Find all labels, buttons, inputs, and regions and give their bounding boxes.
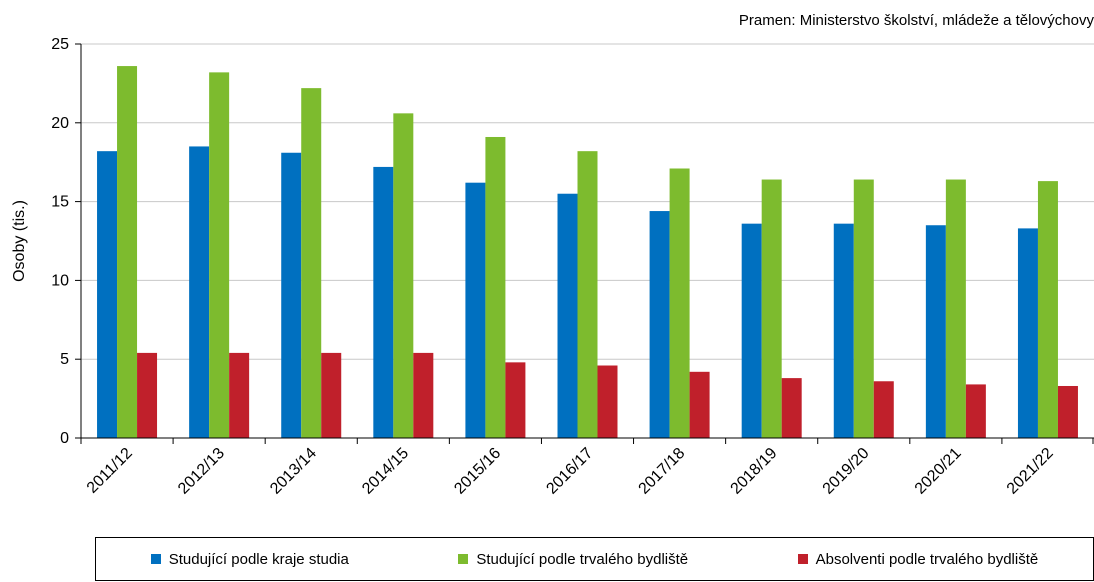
x-tick-label: 2015/16 <box>451 445 504 498</box>
bars <box>97 66 1078 439</box>
bar-series-1 <box>741 223 762 438</box>
source-note: Pramen: Ministerstvo školství, mládeže a… <box>738 12 1094 29</box>
bar-series-3 <box>781 378 802 438</box>
x-tick-label: 2020/21 <box>912 445 965 498</box>
bar-series-1 <box>649 211 670 438</box>
x-tick-label: 2013/14 <box>267 445 320 498</box>
legend-label-studujici-bydliste: Studující podle trvalého bydliště <box>476 550 689 568</box>
bar-series-2 <box>853 179 874 438</box>
bar-series-1 <box>97 151 118 438</box>
bar-series-2 <box>1037 181 1058 438</box>
bar-series-1 <box>833 223 854 438</box>
legend-label-kraj-studia: Studující podle kraje studia <box>168 550 349 568</box>
bar-series-2 <box>669 168 690 438</box>
legend: Studující podle kraje studia Studující p… <box>95 537 1094 581</box>
bar-series-1 <box>1017 228 1038 438</box>
x-tick-label: 2011/12 <box>84 445 136 497</box>
bar-series-2 <box>485 136 506 438</box>
labels: 0 5 10 15 20 25 Osoby (tis.) 2011/12 2012/13 2013… <box>11 36 1057 498</box>
bar-series-3 <box>1057 385 1078 438</box>
y-tick-label: 10 <box>51 272 69 289</box>
bar-series-1 <box>557 193 578 438</box>
x-tick-label: 2017/18 <box>635 445 688 498</box>
bar-series-3 <box>137 352 158 438</box>
bar-series-2 <box>761 179 782 438</box>
axes <box>75 43 1094 444</box>
bar-series-2 <box>209 72 230 439</box>
x-tick-label: 2014/15 <box>359 445 412 498</box>
legend-swatch-kraj-studia <box>150 554 161 564</box>
x-tick-label: 2021/22 <box>1004 445 1057 498</box>
x-tick-label: 2019/20 <box>820 445 873 498</box>
bar-series-2 <box>301 88 322 439</box>
y-tick-label: 0 <box>60 430 69 447</box>
y-tick-label: 20 <box>51 115 69 132</box>
bar-series-1 <box>925 225 946 438</box>
y-tick-label: 15 <box>51 194 69 211</box>
bar-series-3 <box>873 381 894 438</box>
bar-series-2 <box>117 66 138 439</box>
bar-series-3 <box>597 365 618 438</box>
bar-series-3 <box>505 362 526 438</box>
x-tick-label: 2016/17 <box>543 445 596 498</box>
bar-series-2 <box>945 179 966 438</box>
x-tick-label: 2018/19 <box>728 445 781 498</box>
legend-item-studujici-bydliste: Studující podle trvalého bydliště <box>458 551 688 568</box>
legend-swatch-absolventi-bydliste <box>797 554 808 564</box>
chart-area: 0 5 10 15 20 25 Osoby (tis.) 2011/12 2012/13 2013… <box>11 36 1094 498</box>
bar-series-3 <box>965 384 986 438</box>
bar-series-1 <box>465 182 486 438</box>
bar-series-3 <box>689 371 710 438</box>
legend-item-kraj-studia: Studující podle kraje studia <box>150 550 349 568</box>
y-axis-title: Osoby (tis.) <box>11 200 28 282</box>
bar-series-3 <box>229 352 250 438</box>
y-tick-label: 25 <box>51 36 69 53</box>
bar-series-1 <box>189 146 210 438</box>
legend-item-absolventi-bydliste: Absolventi podle trvalého bydliště <box>797 550 1039 568</box>
bar-series-2 <box>393 113 414 439</box>
legend-swatch-studujici-bydliste <box>458 554 469 564</box>
bar-series-3 <box>413 352 434 438</box>
x-tick-label: 2012/13 <box>175 445 228 498</box>
bar-series-1 <box>373 166 394 439</box>
bar-series-1 <box>281 152 302 438</box>
bar-series-2 <box>577 151 598 438</box>
y-tick-label: 5 <box>60 351 69 368</box>
legend-label-absolventi-bydliste: Absolventi podle trvalého bydliště <box>815 550 1039 568</box>
bar-series-3 <box>321 352 342 438</box>
